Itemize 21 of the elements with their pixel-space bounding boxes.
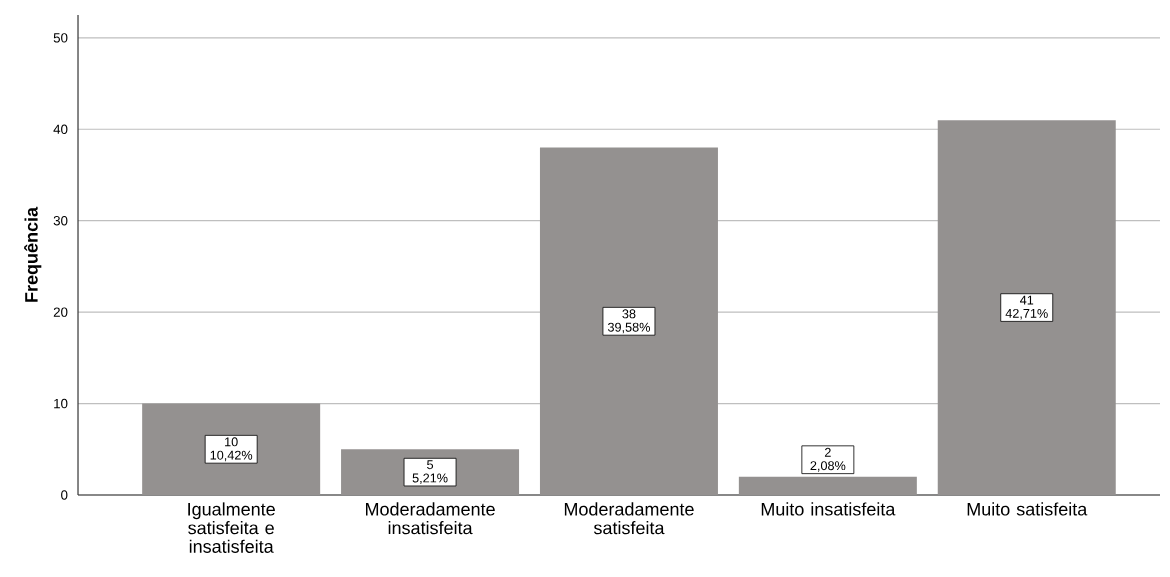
x-tick-label: Moderadamente insatisfeita — [366, 502, 495, 535]
x-tick-label: Igualmente satisfeita e insatisfeita — [188, 502, 275, 553]
y-tick-label: 30 — [53, 215, 68, 226]
y-tick-label: 0 — [61, 490, 68, 500]
bar — [142, 403, 321, 495]
data-label: 10 10,42% — [210, 437, 253, 462]
bar — [738, 476, 917, 495]
bar — [937, 120, 1116, 495]
x-tick-label: Muito insatisfeita — [761, 502, 896, 516]
data-label: 38 39,58% — [607, 309, 650, 334]
bar — [539, 147, 718, 495]
y-tick-label: 40 — [53, 124, 68, 134]
data-label: 41 42,71% — [1005, 295, 1048, 320]
y-tick-label: 20 — [53, 307, 68, 317]
y-tick-label: 50 — [53, 33, 68, 43]
y-tick-label: 10 — [54, 398, 68, 409]
y-axis-title: Frequência — [24, 206, 42, 302]
x-tick-label: Muito satisfeita — [967, 502, 1088, 516]
data-label: 5 5,21% — [412, 460, 448, 484]
data-label: 2 2,08% — [810, 447, 846, 472]
x-tick-label: Moderadamente satisfeita — [564, 502, 694, 535]
